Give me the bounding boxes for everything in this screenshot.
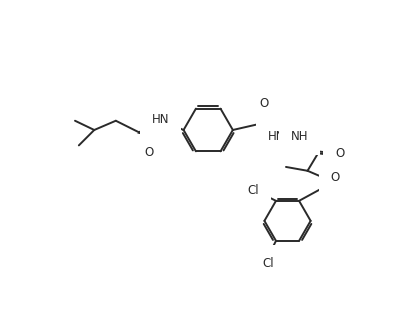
Text: HN: HN <box>152 113 169 126</box>
Text: O: O <box>144 146 154 159</box>
Text: HN: HN <box>268 130 286 143</box>
Text: O: O <box>331 171 340 184</box>
Text: O: O <box>335 147 344 160</box>
Text: O: O <box>259 96 268 110</box>
Text: NH: NH <box>291 130 308 143</box>
Text: Cl: Cl <box>248 184 260 197</box>
Text: Cl: Cl <box>262 257 274 270</box>
